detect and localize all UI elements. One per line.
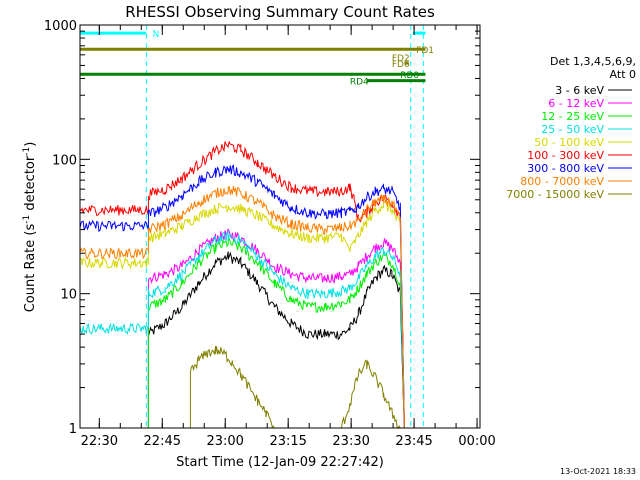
legend-label-1: 6 - 12 keV [548,97,604,110]
state-label-1: FD1 [416,46,434,56]
y-axis-label: Count Rate (s-1 detector-1) [22,142,38,313]
state-label-0: N [153,30,160,40]
legend-label-7: 800 - 7000 keV [520,175,604,188]
x-tick-label-2: 23:00 [206,434,243,449]
chart-title: RHESSI Observing Summary Count Rates [125,3,435,21]
series-line-2 [147,237,405,429]
y-axis-label-b: detector [23,155,38,215]
x-tick-label-0: 22:30 [81,434,118,449]
y-tick-label-0: 1 [69,422,77,437]
series-line-3 [79,229,405,429]
x-axis-label: Start Time (12-Jan-09 22:27:42) [176,455,384,470]
y-axis-label-c: ) [23,142,38,147]
series-line-5 [79,140,405,429]
legend-label-8: 7000 - 15000 keV [506,188,604,201]
series-line-0 [147,251,405,429]
legend-label-6: 300 - 800 keV [527,162,604,175]
y-axis-label-a: Count Rate (s [23,224,38,313]
series-line-1 [147,228,405,429]
state-label-2: FD2 [392,54,410,64]
x-tick-label-4: 23:30 [332,434,369,449]
y-tick-label-2: 100 [52,153,77,168]
state-label-5: RD4 [350,78,369,88]
x-tick-label-1: 22:45 [144,434,181,449]
x-tick-label-3: 23:15 [269,434,306,449]
state-label-3: FD6 [392,60,410,70]
x-tick-label-5: 23:45 [395,434,432,449]
plot-frame [79,24,481,429]
detector-info-line-1: Det 1,3,4,5,6,9, [550,55,636,68]
y-axis-label-sup: -1 [22,215,32,224]
x-tick-label-6: 00:00 [458,434,495,449]
detector-info-line-2: Att 0 [610,68,636,81]
legend-label-5: 100 - 300 keV [527,149,604,162]
footer-date: 13-Oct-2021 18:33 [560,467,636,476]
legend-label-4: 50 - 100 keV [534,136,604,149]
y-axis-label-sup2: -1 [22,147,32,156]
state-label-4: RD0 [400,71,419,81]
y-tick-label-3: 1000 [44,19,77,34]
legend-label-2: 12 - 25 keV [541,110,604,123]
legend-label-0: 3 - 6 keV [555,84,604,97]
legend-label-3: 25 - 50 keV [541,123,604,136]
series-line-4 [79,201,405,429]
y-tick-label-1: 10 [60,288,77,303]
series-line-6 [79,164,405,429]
series-line-7 [79,185,405,429]
